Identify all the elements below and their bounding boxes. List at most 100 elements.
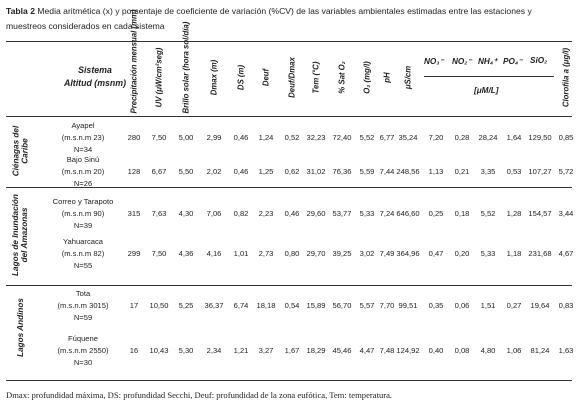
nutrient-sio2: SiO₂ xyxy=(530,56,548,65)
table-cell: 4,16 xyxy=(206,249,222,258)
station-name: Fúquene xyxy=(68,334,98,343)
table-cell: 7,44 xyxy=(379,167,395,176)
table-cell: 76,36 xyxy=(332,167,352,176)
station-name: Ayapel xyxy=(71,121,95,130)
station-n: N=55 xyxy=(73,261,93,270)
group-rule-2 xyxy=(6,285,572,286)
table-cell: 39,25 xyxy=(332,249,352,258)
table-cell: 315 xyxy=(127,209,141,218)
table-cell: 0,62 xyxy=(284,167,300,176)
table-label: Tabla 2 xyxy=(6,6,35,16)
station-label: Fúquene (m.s.n.m 2550) N=30 xyxy=(38,333,128,369)
table-cell: 7,49 xyxy=(379,249,395,258)
table-cell: 28,24 xyxy=(478,133,498,142)
nutrient-unit: [μM/L] xyxy=(474,86,499,95)
table-caption: Tabla 2 Media aritmética (x) y porcentaj… xyxy=(6,4,572,34)
table-cell: 5,30 xyxy=(178,346,194,355)
station-label: Tota (m.s.n.m 3015) N=59 xyxy=(38,288,128,324)
table-cell: 0,20 xyxy=(454,249,470,258)
table-cell: 5,52 xyxy=(359,133,375,142)
table-cell: 7,63 xyxy=(151,209,167,218)
table-cell: 4,36 xyxy=(178,249,194,258)
column-header-chlorophyll: Clorofila a (μg/l) xyxy=(561,47,571,108)
table-cell: 248,56 xyxy=(396,167,420,176)
station-alt: (m.s.n.m 3015) xyxy=(57,301,109,310)
table-cell: 7,20 xyxy=(428,133,444,142)
table-cell: 0,06 xyxy=(454,301,470,310)
station-alt: (m.s.n.m 90) xyxy=(61,209,105,218)
table-cell: 5,50 xyxy=(178,167,194,176)
table-cell: 99,51 xyxy=(398,301,418,310)
table-cell: 0,83 xyxy=(558,301,574,310)
station-label: Ayapel (m.s.n.m 23) N=34 xyxy=(38,120,128,156)
table-cell: 1,51 xyxy=(480,301,496,310)
table-cell: 4,30 xyxy=(178,209,194,218)
table-cell: 7,48 xyxy=(379,346,395,355)
table-cell: 5,57 xyxy=(359,301,375,310)
nutrient-po4: PO₄⁻ xyxy=(503,57,523,66)
table-cell: 0,54 xyxy=(284,301,300,310)
table-cell: 72,40 xyxy=(332,133,352,142)
table-cell: 2,23 xyxy=(258,209,274,218)
table-cell: 1,01 xyxy=(233,249,249,258)
table-cell: 7,24 xyxy=(379,209,395,218)
nutrient-rule xyxy=(424,76,554,77)
table-cell: 18,18 xyxy=(256,301,276,310)
table-cell: 0,47 xyxy=(428,249,444,258)
table-cell: 31,02 xyxy=(306,167,326,176)
table-cell: 3,35 xyxy=(480,167,496,176)
table-cell: 0,46 xyxy=(233,133,249,142)
table-cell: 1,28 xyxy=(506,209,522,218)
table-cell: 1,67 xyxy=(284,346,300,355)
table-cell: 0,21 xyxy=(454,167,470,176)
station-label: Correo y Tarapoto (m.s.n.m 90) N=39 xyxy=(38,196,128,232)
table-cell: 6,74 xyxy=(233,301,249,310)
table-cell: 53,77 xyxy=(332,209,352,218)
station-n: N=59 xyxy=(73,313,93,322)
nutrient-no3: NO₃⁻ xyxy=(424,57,444,66)
table-cell: 4,80 xyxy=(480,346,496,355)
table-cell: 56,70 xyxy=(332,301,352,310)
table-cell: 29,60 xyxy=(306,209,326,218)
table-cell: 15,89 xyxy=(306,301,326,310)
table-cell: 1,25 xyxy=(258,167,274,176)
table-cell: 2,02 xyxy=(206,167,222,176)
table-cell: 129,50 xyxy=(528,133,552,142)
station-n: N=39 xyxy=(73,221,93,230)
table-cell: 7,70 xyxy=(379,301,395,310)
nutrient-nh4: NH₄⁺ xyxy=(478,57,498,66)
table-cell: 107,27 xyxy=(528,167,552,176)
top-rule xyxy=(6,41,572,42)
table-cell: 0,28 xyxy=(454,133,470,142)
table-cell: 29,70 xyxy=(306,249,326,258)
column-header-12: μS/cm xyxy=(403,65,413,90)
group-label-2: Lagos de Inundación del Amazonas xyxy=(11,194,29,276)
table-cell: 5,25 xyxy=(178,301,194,310)
table-cell: 81,24 xyxy=(530,346,550,355)
table-cell: 0,25 xyxy=(428,209,444,218)
table-caption-text: Media aritmética (x) y porcentaje de coe… xyxy=(6,6,532,31)
table-cell: 5,00 xyxy=(178,133,194,142)
table-cell: 0,27 xyxy=(506,301,522,310)
table-cell: 45,46 xyxy=(332,346,352,355)
column-header-2: UV (μW/cm²seg) xyxy=(154,47,164,108)
bottom-rule xyxy=(6,380,572,381)
system-header: Sistema Altitud (msnm) xyxy=(50,64,140,90)
table-cell: 2,99 xyxy=(206,133,222,142)
header-rule xyxy=(6,116,572,117)
column-header-6: Deuf xyxy=(261,68,271,87)
column-header-8: Tem (°C) xyxy=(311,61,321,94)
table-cell: 5,72 xyxy=(558,167,574,176)
station-label: Yahuarcaca (m.s.n.m 82) N=55 xyxy=(38,236,128,272)
table-cell: 6,67 xyxy=(151,167,167,176)
table-cell: 280 xyxy=(127,133,141,142)
table-cell: 1,64 xyxy=(506,133,522,142)
column-header-7: Deuf/Dmax xyxy=(287,57,297,98)
table-cell: 17 xyxy=(129,301,139,310)
table-cell: 0,40 xyxy=(428,346,444,355)
group-rule-1 xyxy=(6,187,572,188)
table-cell: 1,13 xyxy=(428,167,444,176)
table-cell: 1,18 xyxy=(506,249,522,258)
column-header-4: Dmax (m) xyxy=(209,59,219,96)
group-label-3: Lagos Andinos xyxy=(15,297,25,357)
